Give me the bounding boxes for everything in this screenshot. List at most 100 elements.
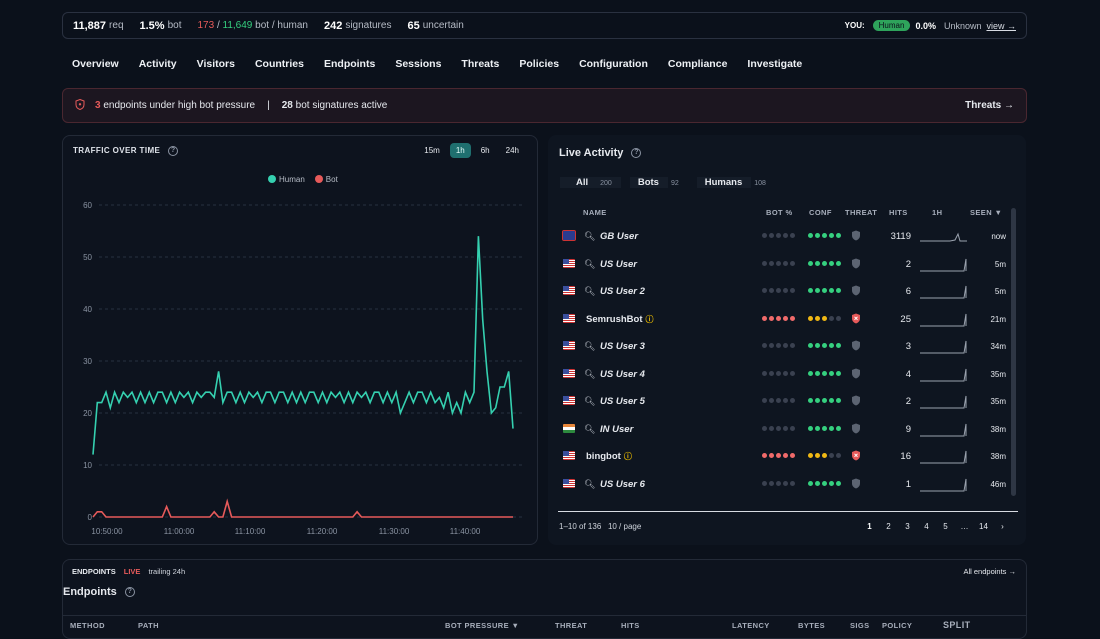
visitor-name[interactable]: US User 3	[600, 341, 645, 352]
nav-threats[interactable]: Threats	[461, 58, 500, 70]
table-divider	[558, 511, 1018, 512]
legend-human-label: Human	[279, 175, 305, 184]
table-row[interactable]: 🔍︎ US User 2 5m	[548, 251, 1006, 278]
hits-value: 2	[905, 258, 911, 270]
timeframe-1h[interactable]: 1h	[449, 143, 471, 158]
page-5[interactable]: 5	[943, 522, 948, 531]
y-tick-label: 10	[83, 461, 92, 470]
bot-pct-dots	[762, 453, 795, 458]
threats-link[interactable]: Threats →	[965, 100, 1014, 111]
visitor-name[interactable]: US User 6	[600, 479, 645, 490]
us-flag-icon	[563, 368, 575, 378]
x-tick-label: 11:30:00	[379, 527, 410, 536]
visitor-name[interactable]: bingbot ⓘ	[586, 451, 632, 462]
threat-high-icon	[851, 313, 861, 324]
table-row[interactable]: SemrushBot ⓘ 25 21m	[548, 306, 1006, 333]
confidence-dot	[822, 260, 827, 266]
page-3[interactable]: 3	[905, 522, 910, 531]
search-icon[interactable]: 🔍︎	[584, 341, 596, 351]
nav-compliance[interactable]: Compliance	[667, 58, 728, 70]
timeframe-15m[interactable]: 15m	[424, 146, 440, 155]
visitor-name[interactable]: US User 4	[600, 369, 645, 380]
nav-sessions[interactable]: Sessions	[395, 58, 442, 70]
visitor-name[interactable]: IN User	[600, 424, 633, 435]
nav-investigate[interactable]: Investigate	[747, 58, 803, 70]
y-tick-label: 40	[83, 305, 92, 314]
table-row[interactable]: 🔍︎ IN User 9 38m	[548, 416, 1006, 443]
confidence-dot	[822, 233, 827, 238]
seen-value: 34m	[990, 342, 1006, 351]
col-threat[interactable]: THREAT	[845, 208, 878, 217]
table-row[interactable]: 🔍︎ US User 3 3 34m	[548, 333, 1006, 360]
confidence-dot	[829, 343, 834, 348]
y-tick-label: 0	[88, 513, 93, 522]
page-1[interactable]: 1	[867, 522, 872, 531]
timeframe-6h[interactable]: 6h	[480, 146, 490, 155]
activity-sparkline	[920, 283, 967, 302]
search-icon[interactable]: 🔍︎	[584, 231, 596, 241]
pagination-summary: 1–10 of 136 10 / page	[559, 522, 641, 531]
next-page-button[interactable]: ›	[1001, 522, 1004, 531]
search-icon[interactable]: 🔍︎	[584, 423, 596, 434]
page-14[interactable]: 14	[979, 522, 988, 531]
col-split[interactable]: SPLIT	[943, 620, 971, 630]
help-icon[interactable]: ?	[168, 146, 179, 156]
visitor-name-text: US User 5	[600, 396, 645, 407]
search-icon[interactable]: 🔍︎	[584, 368, 596, 379]
visitor-name[interactable]: US User 2	[600, 286, 645, 297]
all-endpoints-link[interactable]: All endpoints →	[963, 567, 1016, 576]
nav-policies[interactable]: Policies	[519, 58, 560, 70]
nav-activity[interactable]: Activity	[138, 58, 177, 70]
visitor-name[interactable]: US User 5	[600, 396, 645, 407]
bot-pct-dots	[762, 343, 795, 348]
help-icon[interactable]: ?	[124, 587, 135, 598]
col-conf[interactable]: CONF	[809, 208, 832, 217]
tab-all[interactable]: All 200	[560, 177, 621, 188]
search-icon[interactable]: 🔍︎	[584, 396, 596, 406]
bot-pct-dot	[783, 288, 788, 293]
legend-human[interactable]: Human	[268, 175, 305, 184]
tab-bots[interactable]: Bots 92	[621, 177, 688, 188]
search-icon[interactable]: 🔍︎	[584, 286, 596, 296]
timeframe-24h[interactable]: 24h	[505, 146, 519, 155]
table-row[interactable]: bingbot ⓘ 16 38m	[548, 443, 1006, 470]
y-tick-label: 30	[83, 357, 92, 366]
confidence-dot	[808, 233, 813, 238]
visitor-name[interactable]: US User	[600, 259, 637, 270]
search-icon[interactable]: 🔍︎	[584, 258, 596, 269]
visitor-name[interactable]: SemrushBot ⓘ	[586, 314, 653, 325]
nav-countries[interactable]: Countries	[254, 58, 304, 70]
confidence-dot	[836, 480, 841, 486]
page-…[interactable]: …	[960, 522, 969, 531]
table-row[interactable]: 🔍︎ US User 6 1 46m	[548, 471, 1006, 498]
confidence-dot	[836, 288, 841, 293]
bot-count: 173	[197, 20, 215, 31]
col-hits[interactable]: HITS	[889, 208, 908, 217]
table-row[interactable]: 🔍︎ US User 5 2 35m	[548, 388, 1006, 415]
per-page-select[interactable]: 10 / page	[607, 522, 642, 531]
col-name[interactable]: NAME	[583, 208, 607, 217]
bot-pct-dot	[776, 315, 781, 321]
bot-pct-dot	[783, 315, 788, 321]
visitor-name[interactable]: GB User	[600, 231, 638, 242]
legend-bot[interactable]: Bot	[314, 175, 338, 184]
col-seen[interactable]: SEEN ▼	[970, 208, 1003, 217]
table-row[interactable]: 🔍︎ GB User 3119 now	[548, 223, 1006, 250]
page-2[interactable]: 2	[886, 522, 891, 531]
page-4[interactable]: 4	[924, 522, 929, 531]
view-link[interactable]: view →	[986, 20, 1016, 31]
nav-configuration[interactable]: Configuration	[579, 58, 648, 70]
col-bot[interactable]: BOT %	[766, 208, 793, 217]
tab-humans[interactable]: Humans 108	[688, 177, 775, 188]
col-1h[interactable]: 1H	[932, 208, 943, 217]
help-icon[interactable]: ?	[631, 148, 642, 159]
scrollbar[interactable]	[1011, 208, 1016, 496]
nav-overview[interactable]: Overview	[72, 58, 119, 70]
nav-visitors[interactable]: Visitors	[196, 58, 235, 70]
y-tick-label: 50	[83, 253, 92, 262]
table-row[interactable]: 🔍︎ US User 4 4 35m	[548, 361, 1006, 388]
visitor-name-text: US User	[600, 258, 637, 270]
nav-endpoints[interactable]: Endpoints	[323, 58, 376, 70]
table-row[interactable]: 🔍︎ US User 2 6 5m	[548, 278, 1006, 305]
search-icon[interactable]: 🔍︎	[584, 478, 596, 489]
